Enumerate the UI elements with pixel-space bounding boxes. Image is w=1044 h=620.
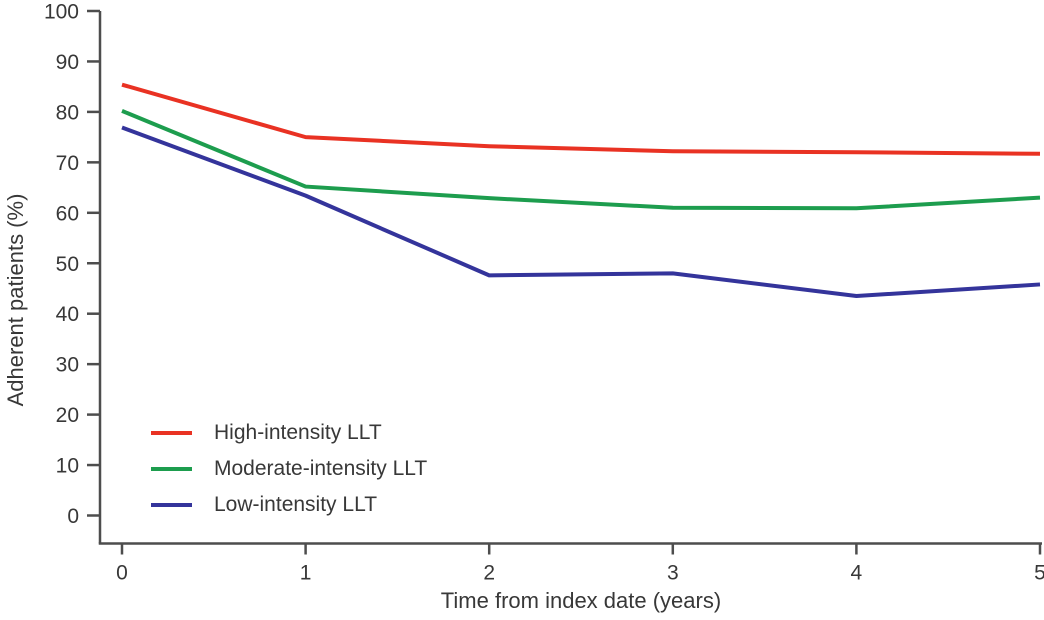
x-tick-label: 2 (483, 562, 495, 585)
y-tick-label: 30 (56, 354, 79, 377)
x-axis-title: Time from index date (years) (440, 588, 722, 613)
legend-item-low-intensity: Low-intensity LLT (151, 487, 427, 523)
legend-swatch-high-intensity (151, 431, 192, 435)
y-tick-label: 0 (67, 505, 79, 528)
x-tick-label: 1 (300, 562, 312, 585)
legend-swatch-moderate-intensity (151, 467, 192, 471)
series-line-high-intensity (121, 82, 1041, 156)
x-tick-label: 5 (1034, 562, 1044, 585)
legend-label: Low-intensity LLT (214, 493, 378, 516)
y-tick-label: 10 (56, 455, 79, 478)
legend-swatch-low-intensity (151, 503, 192, 507)
x-tick-label: 3 (667, 562, 679, 585)
series-line-low-intensity (121, 125, 1041, 299)
x-tick-label: 4 (851, 562, 863, 585)
y-tick-label: 20 (56, 404, 79, 427)
legend-item-high-intensity: High-intensity LLT (151, 415, 427, 451)
legend-item-moderate-intensity: Moderate-intensity LLT (151, 451, 427, 487)
y-tick-label: 50 (56, 253, 79, 276)
y-tick-label: 40 (56, 303, 79, 326)
y-tick-label: 60 (56, 202, 79, 225)
y-axis-title: Adherent patients (%) (3, 193, 28, 407)
x-tick-label: 0 (116, 562, 128, 585)
y-tick-label: 90 (56, 51, 79, 74)
legend-label: High-intensity LLT (214, 421, 382, 444)
series-line-moderate-intensity (121, 109, 1041, 211)
y-tick-label: 80 (56, 101, 79, 124)
y-tick-label: 100 (44, 1, 79, 24)
legend: High-intensity LLT Moderate-intensity LL… (151, 415, 427, 523)
y-tick-label: 70 (56, 152, 79, 175)
legend-label: Moderate-intensity LLT (214, 457, 428, 480)
